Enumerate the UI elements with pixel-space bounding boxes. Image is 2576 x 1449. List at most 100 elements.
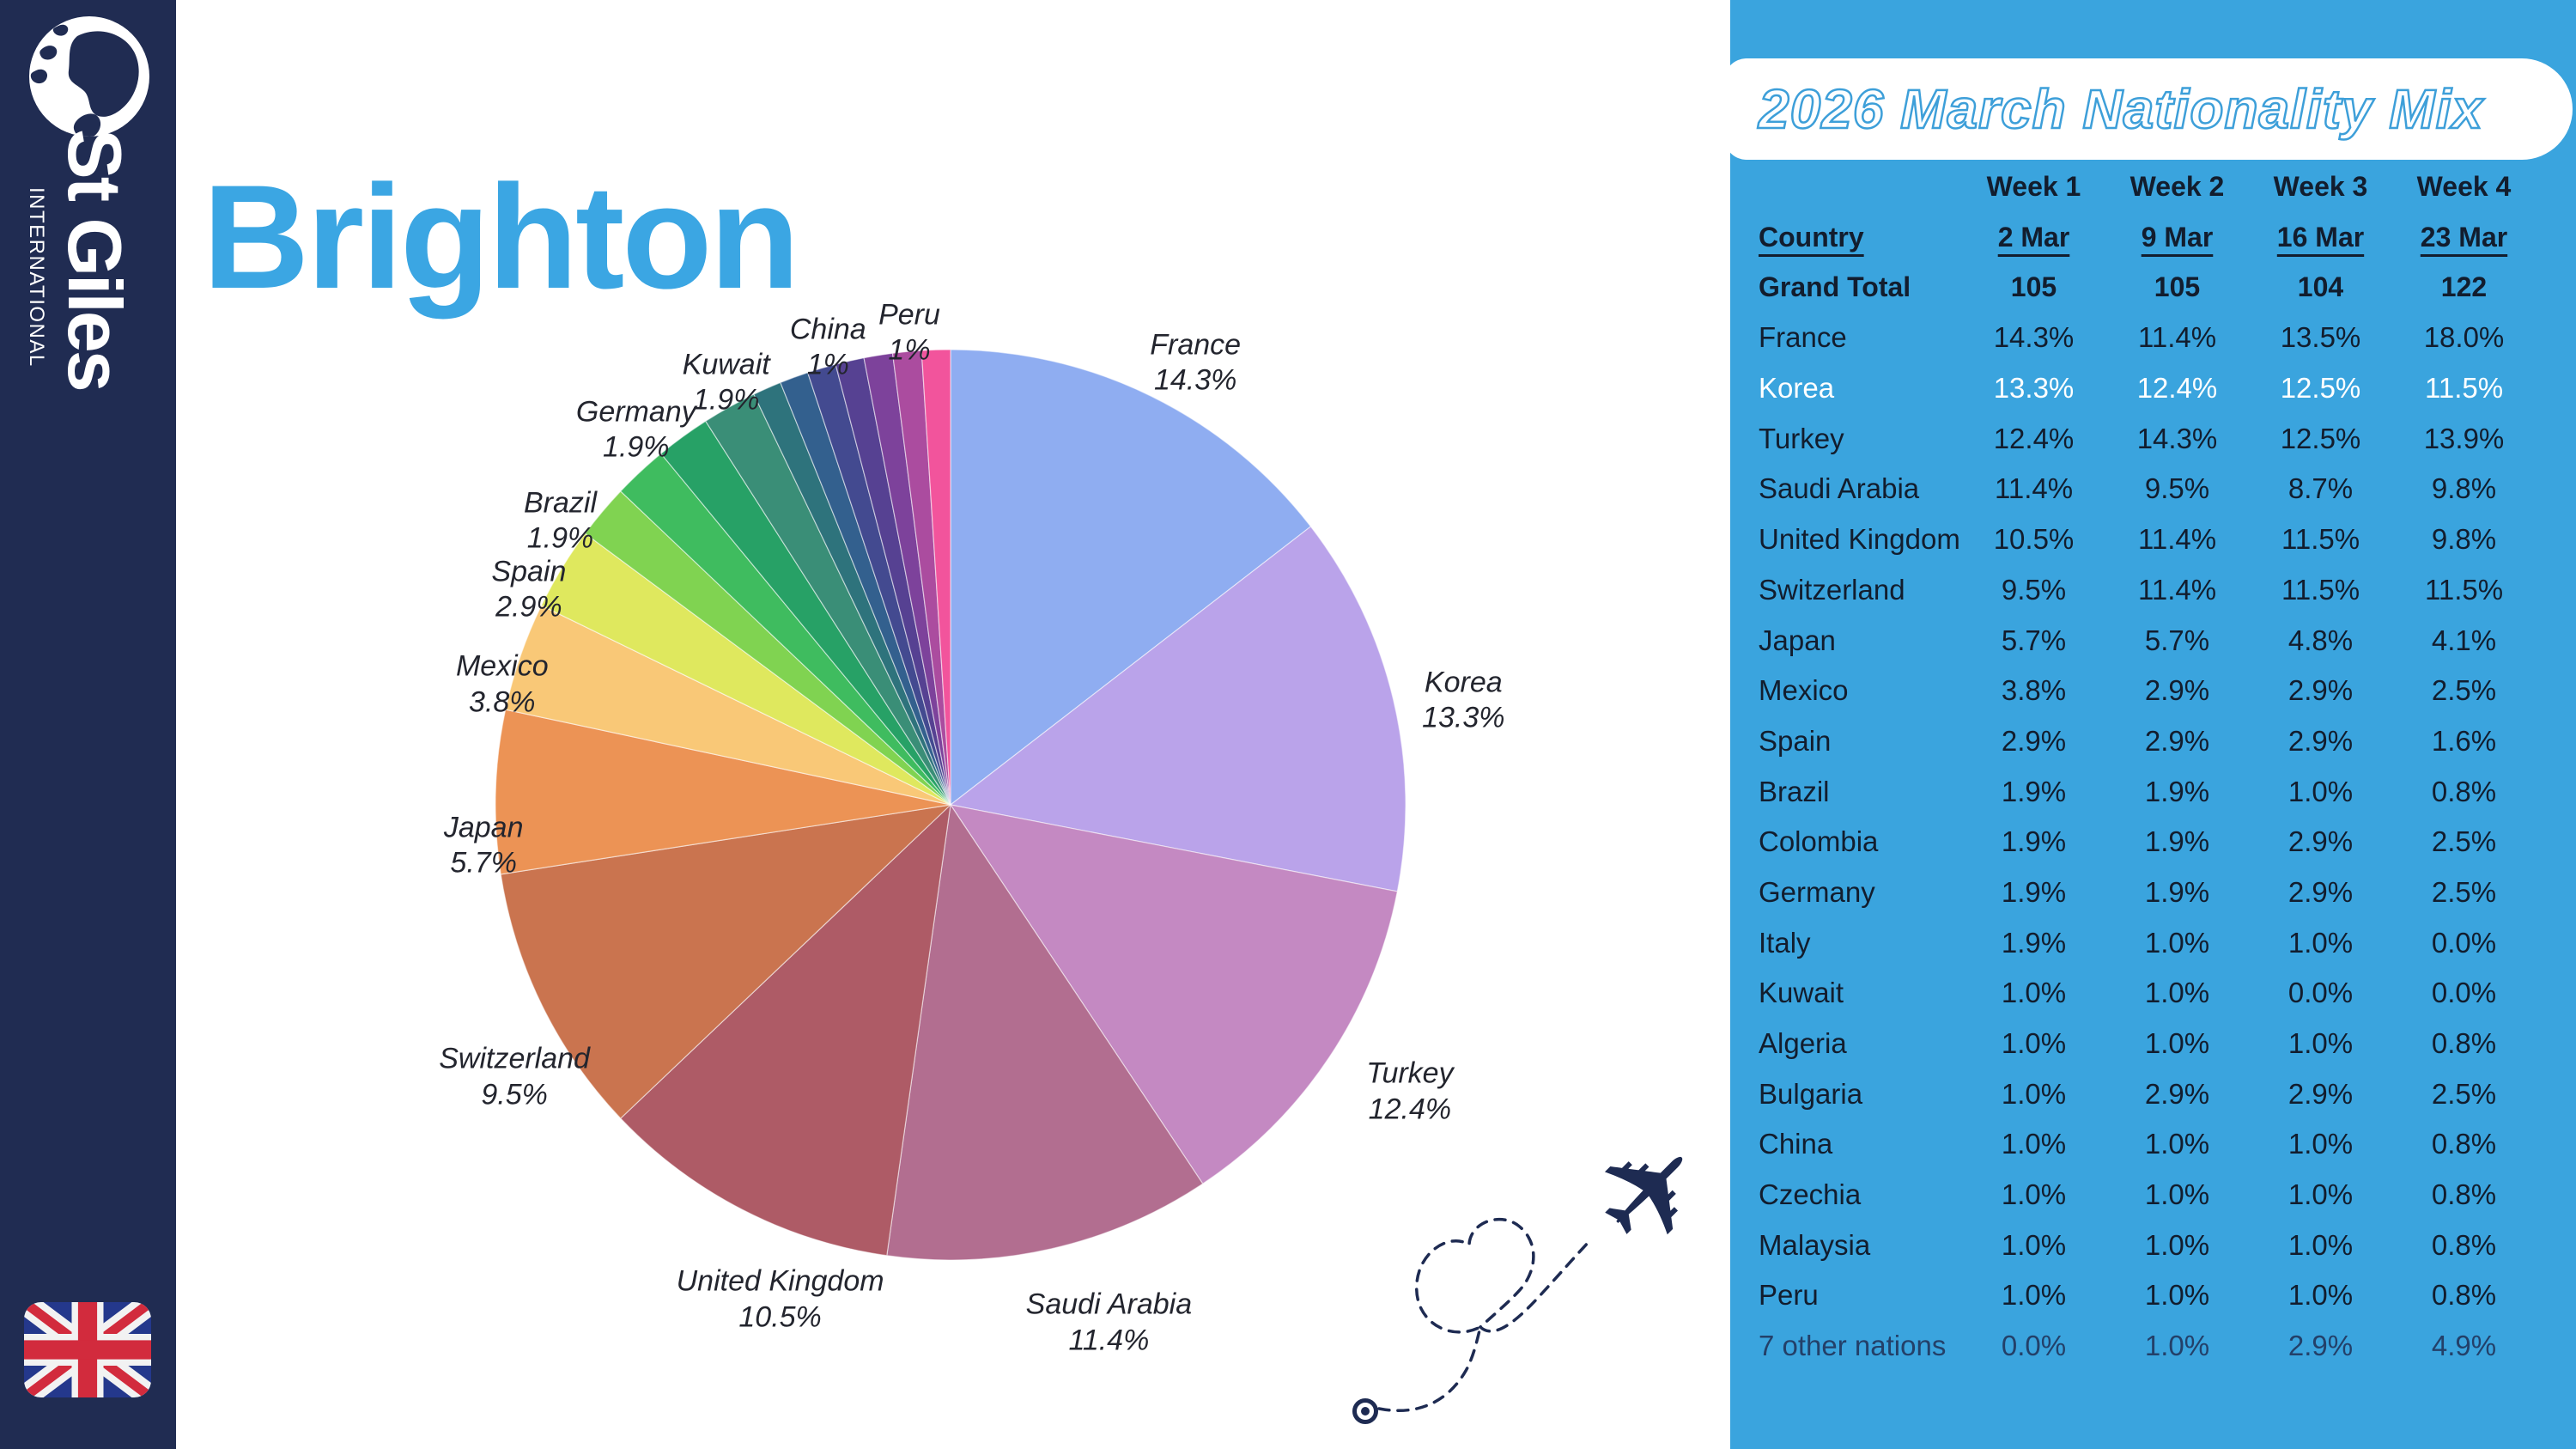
row-value: 1.0% [2287, 1228, 2354, 1261]
row-value: 1.9% [2001, 926, 2067, 959]
nationality-pie-chart [495, 350, 1406, 1260]
table-row-algeria: Algeria 1.0% 1.0% 1.0% 0.8% [1730, 1019, 2576, 1069]
table-row-united-kingdom: United Kingdom 10.5% 11.4% 11.5% 9.8% [1730, 514, 2576, 565]
row-value: 0.8% [2431, 1279, 2497, 1312]
row-country: Malaysia [1759, 1228, 1871, 1261]
table-row-brazil: Brazil 1.9% 1.9% 1.0% 0.8% [1730, 766, 2576, 817]
table-header-weeks: Week 1 Week 2 Week 3 Week 4 [1730, 161, 2576, 212]
row-value: 0.0% [2431, 926, 2497, 959]
nationality-mix-panel: 2026 March Nationality Mix Week 1 Week 2… [1724, 0, 2576, 1449]
row-value: 9.5% [2144, 472, 2210, 505]
brand-subtitle: INTERNATIONAL [25, 187, 48, 368]
dashed-heart-flight-path [1377, 1217, 1591, 1413]
table-row-switzerland: Switzerland 9.5% 11.4% 11.5% 11.5% [1730, 565, 2576, 616]
row-value: 1.0% [2144, 1128, 2210, 1160]
row-value: 0.0% [2431, 977, 2497, 1009]
row-country: Italy [1759, 926, 1811, 959]
row-value: 1.0% [2144, 977, 2210, 1009]
page-title: Brighton [203, 155, 799, 320]
row-country: Switzerland [1759, 573, 1905, 606]
table-row-turkey: Turkey 12.4% 14.3% 12.5% 13.9% [1730, 413, 2576, 464]
table-row-italy: Italy 1.9% 1.0% 1.0% 0.0% [1730, 917, 2576, 968]
row-value: 2.9% [2287, 724, 2354, 757]
row-value: 11.4% [2137, 573, 2217, 606]
row-value: 1.9% [2144, 825, 2210, 858]
row-value: 2.9% [2144, 674, 2210, 707]
row-value: 11.5% [2281, 573, 2360, 606]
row-country: Peru [1759, 1279, 1819, 1312]
grand-total-row: Grand Total 105 105 104 122 [1759, 271, 2488, 303]
pie-slice-japan [495, 709, 951, 875]
pie-slice-korea [949, 526, 1406, 892]
row-value: 11.4% [2137, 523, 2217, 556]
row-value: 1.9% [2144, 875, 2210, 908]
row-value: 1.6% [2431, 724, 2497, 757]
row-country: Algeria [1759, 1027, 1847, 1060]
row-country: Czechia [1759, 1178, 1862, 1211]
date-header-3: 16 Mar [2276, 221, 2365, 253]
pie-slice-turkey [949, 804, 1399, 1184]
row-value: 2.5% [2431, 825, 2497, 858]
row-value: 4.1% [2431, 624, 2497, 656]
row-value: 0.8% [2431, 775, 2497, 807]
globe-icon [29, 16, 149, 137]
row-value: 1.0% [2001, 1178, 2067, 1211]
row-value: 2.5% [2431, 1077, 2497, 1110]
row-country: France [1759, 321, 1847, 354]
row-value: 1.0% [2001, 1128, 2067, 1160]
nationality-table: Week 1 Week 2 Week 3 Week 4 Country 2 Ma… [1730, 161, 2576, 1372]
row-country: Mexico [1759, 674, 1849, 707]
row-value: 1.0% [2001, 977, 2067, 1009]
row-value: 12.4% [2136, 372, 2218, 405]
table-row-korea: Korea 13.3% 12.4% 12.5% 11.5% [1730, 363, 2576, 414]
nationality-table-body: France 14.3% 11.4% 13.5% 18.0% Korea 13.3% 12.4… [1730, 313, 2576, 1371]
row-country: 7 other nations [1759, 1330, 1947, 1362]
row-country: Kuwait [1759, 977, 1844, 1009]
row-value: 2.9% [2001, 724, 2067, 757]
row-value: 5.7% [2144, 624, 2210, 656]
panel-title-card: 2026 March Nationality Mix [1724, 58, 2573, 160]
country-header: Country [1759, 221, 1864, 253]
row-value: 2.9% [2287, 674, 2354, 707]
row-value: 1.9% [2144, 775, 2210, 807]
airplane-icon: ✈ [1561, 1108, 1735, 1282]
table-row-germany: Germany 1.9% 1.9% 2.9% 2.5% [1730, 868, 2576, 918]
row-value: 4.9% [2431, 1330, 2497, 1362]
panel-title: 2026 March Nationality Mix [1758, 77, 2484, 142]
row-country: China [1759, 1128, 1833, 1160]
row-value: 2.9% [2287, 1330, 2354, 1362]
row-value: 0.8% [2431, 1228, 2497, 1261]
row-value: 1.0% [2287, 926, 2354, 959]
row-country: Korea [1759, 372, 1835, 405]
date-header-1: 2 Mar [1997, 221, 2070, 253]
row-value: 1.9% [2001, 875, 2067, 908]
date-header-2: 9 Mar [2141, 221, 2214, 253]
date-header-4: 23 Mar [2420, 221, 2508, 253]
trail-start-dot [1352, 1398, 1378, 1424]
row-country: Brazil [1759, 775, 1830, 807]
row-value: 8.7% [2287, 472, 2354, 505]
row-value: 1.0% [2001, 1077, 2067, 1110]
row-value: 13.5% [2280, 321, 2361, 354]
table-row-japan: Japan 5.7% 5.7% 4.8% 4.1% [1730, 615, 2576, 666]
table-row-malaysia: Malaysia 1.0% 1.0% 1.0% 0.8% [1730, 1220, 2576, 1270]
row-value: 1.0% [2287, 1128, 2354, 1160]
week-1-header: Week 1 [1986, 170, 2081, 202]
row-value: 0.0% [2287, 977, 2354, 1009]
row-value: 1.9% [2001, 825, 2067, 858]
row-value: 3.8% [2001, 674, 2067, 707]
table-row-7-other-nations: 7 other nations 0.0% 1.0% 2.9% 4.9% [1730, 1321, 2576, 1372]
table-row-mexico: Mexico 3.8% 2.9% 2.9% 2.5% [1730, 666, 2576, 716]
table-row-peru: Peru 1.0% 1.0% 1.0% 0.8% [1730, 1270, 2576, 1321]
row-value: 2.5% [2431, 674, 2497, 707]
row-value: 2.9% [2287, 875, 2354, 908]
pie-slice-united-kingdom [619, 803, 951, 1257]
row-value: 5.7% [2001, 624, 2067, 656]
row-value: 1.9% [2001, 775, 2067, 807]
row-value: 2.9% [2144, 1077, 2210, 1110]
row-value: 11.4% [1994, 472, 2074, 505]
row-value: 0.8% [2431, 1128, 2497, 1160]
table-row-bulgaria: Bulgaria 1.0% 2.9% 2.9% 2.5% [1730, 1068, 2576, 1119]
row-value: 12.5% [2280, 422, 2361, 454]
row-value: 1.0% [2144, 1279, 2210, 1312]
